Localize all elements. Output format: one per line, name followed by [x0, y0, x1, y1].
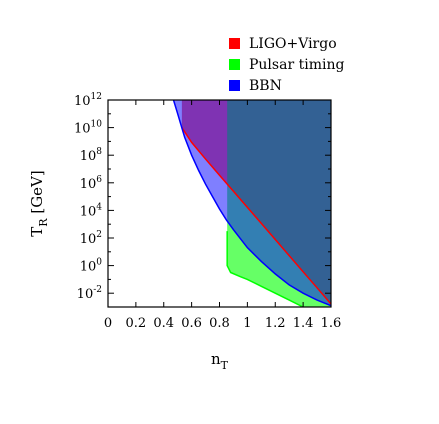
y-tick-label-base: 10	[80, 149, 97, 164]
legend-label-pulsar-timing: Pulsar timing	[249, 57, 344, 73]
y-tick-label: 1010	[74, 120, 102, 137]
legend: LIGO+Virgo Pulsar timing BBN	[229, 36, 344, 94]
y-tick-label-exponent: 10	[91, 120, 103, 130]
y-tick-label-exponent: 4	[96, 202, 102, 212]
y-tick-label-exponent: 0	[96, 258, 102, 268]
y-tick-label: 1012	[74, 92, 102, 109]
y-tick-label: 102	[80, 230, 102, 247]
y-tick-label-base: 10	[80, 204, 97, 219]
region-bbn	[173, 100, 331, 306]
boundary-lines-layer	[172, 100, 331, 307]
boundary-pulsar-timing	[226, 231, 304, 307]
y-tick-label-exponent: 2	[96, 230, 102, 240]
y-axis-label-sub: R	[37, 218, 50, 227]
x-tick-label: 0.8	[209, 316, 230, 331]
x-axis-label-sub: T	[221, 359, 229, 372]
y-tick-label: 104	[80, 202, 103, 219]
y-tick-label-exponent: 6	[96, 175, 102, 185]
y-tick-label: 10-2	[77, 285, 102, 302]
x-tick-label: 1.2	[265, 316, 286, 331]
y-tick-label: 100	[80, 258, 103, 275]
x-tick-label: 0	[104, 316, 112, 331]
x-tick-label: 0.4	[153, 316, 174, 331]
legend-swatch-ligo-virgo	[229, 38, 240, 49]
x-tick-label: 1.4	[293, 316, 314, 331]
y-tick-label-base: 10	[77, 287, 94, 302]
y-axis-label-base: T	[28, 227, 46, 237]
y-tick-label-base: 10	[80, 232, 97, 247]
y-axis-label: TR [GeV]	[28, 170, 50, 236]
legend-swatch-pulsar-timing	[229, 59, 240, 70]
x-axis-label: nT	[211, 350, 229, 372]
legend-swatch-bbn	[229, 80, 240, 91]
x-tick-label: 1	[243, 316, 251, 331]
x-tick-label: 1.6	[321, 316, 342, 331]
y-tick-label: 106	[80, 175, 103, 192]
y-tick-label-base: 10	[74, 122, 91, 137]
regions-layer	[173, 100, 331, 307]
boundary-ligo-virgo	[181, 127, 331, 305]
legend-label-ligo-virgo: LIGO+Virgo	[249, 36, 337, 52]
boundary-bbn	[172, 100, 331, 307]
legend-label-bbn: BBN	[249, 78, 282, 94]
y-tick-label: 108	[80, 147, 103, 164]
y-axis-label-unit: [GeV]	[28, 170, 46, 218]
x-axis-label-base: n	[211, 350, 221, 368]
y-tick-label-base: 10	[80, 260, 97, 275]
y-tick-label-exponent: 12	[91, 92, 102, 102]
y-tick-label-base: 10	[74, 94, 91, 109]
x-tick-label: 0.2	[126, 316, 147, 331]
y-tick-label-exponent: 8	[96, 147, 102, 157]
y-tick-label-base: 10	[80, 177, 97, 192]
x-axis: 0 0.2 0.4 0.6 0.8 1 1.2 1.4 1.6	[104, 100, 341, 331]
x-tick-label: 0.6	[181, 316, 202, 331]
y-tick-label-exponent: -2	[93, 285, 102, 295]
